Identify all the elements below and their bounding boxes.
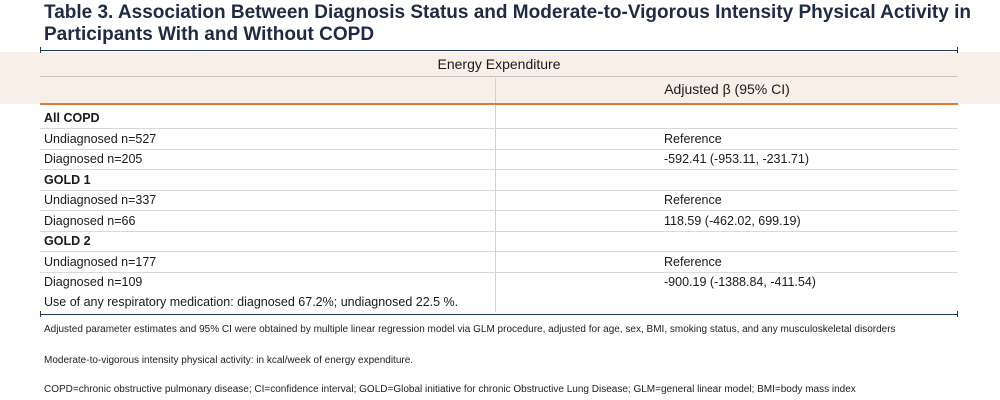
group-row: All COPD (40, 108, 958, 129)
table-row: Undiagnosed n=527 Reference (40, 129, 958, 150)
table-row: Undiagnosed n=177 Reference (40, 252, 958, 273)
group-row: GOLD 2 (40, 231, 958, 252)
row-label: Diagnosed n=66 (44, 213, 136, 228)
row-label: Diagnosed n=109 (44, 275, 143, 289)
table-note: Use of any respiratory medication: diagn… (44, 295, 459, 309)
row-value: Reference (664, 254, 722, 269)
row-label: Undiagnosed n=527 (44, 131, 157, 146)
footnote-1: Adjusted parameter estimates and 95% CI … (44, 324, 896, 335)
footnote-3: COPD=chronic obstructive pulmonary disea… (44, 384, 856, 395)
group-label: GOLD 2 (44, 234, 91, 248)
row-label: Undiagnosed n=177 (44, 254, 157, 269)
table-row: Diagnosed n=109 -900.19 (-1388.84, -411.5… (40, 272, 958, 292)
group-header-divider (40, 76, 958, 77)
row-value: Reference (664, 193, 722, 207)
row-value: 118.59 (-462.02, 699.19) (664, 213, 801, 228)
row-label: Diagnosed n=205 (44, 152, 143, 166)
bottom-rule (40, 314, 958, 315)
table-row: Undiagnosed n=337 Reference (40, 190, 958, 211)
table-row: Diagnosed n=66 118.59 (-462.02, 699.19) (40, 211, 958, 232)
table-row: Diagnosed n=205 -592.41 (-953.11, -231.71… (40, 149, 958, 170)
header-band (0, 52, 1000, 104)
top-rule (40, 50, 958, 51)
row-value: Reference (664, 131, 722, 146)
footnote-2: Moderate-to-vigorous intensity physical … (44, 355, 414, 366)
group-label: All COPD (44, 111, 100, 125)
top-rule-right-tick (957, 47, 958, 53)
group-row: GOLD 1 (40, 170, 958, 191)
group-header: Energy Expenditure (437, 56, 561, 72)
bottom-rule-right-tick (957, 311, 958, 317)
row-label: Undiagnosed n=337 (44, 193, 157, 207)
table-title: Table 3. Association Between Diagnosis S… (44, 2, 971, 45)
header-accent-rule (40, 103, 958, 105)
row-value: -592.41 (-953.11, -231.71) (664, 152, 810, 166)
group-label: GOLD 1 (44, 172, 91, 187)
top-rule-left-tick (40, 47, 41, 53)
bottom-rule-left-tick (40, 311, 41, 317)
column-header: Adjusted β (95% CI) (664, 81, 790, 97)
row-value: -900.19 (-1388.84, -411.54) (664, 275, 816, 289)
column-divider (495, 78, 496, 312)
